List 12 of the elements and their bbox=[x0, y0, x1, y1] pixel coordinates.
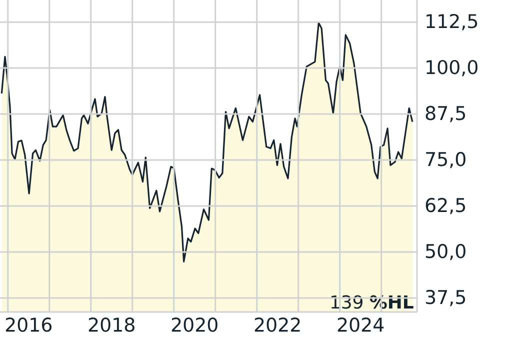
y-tick-label: 75,0 bbox=[426, 152, 466, 168]
x-tick-label: 2024 bbox=[338, 318, 384, 332]
x-tick-label: 2020 bbox=[172, 318, 218, 332]
x-tick-label: 2016 bbox=[6, 318, 52, 332]
y-tick-label: 37,5 bbox=[426, 290, 466, 306]
y-tick-label: 62,5 bbox=[426, 198, 466, 214]
y-tick-label: 100,0 bbox=[426, 60, 478, 76]
y-tick-label: 50,0 bbox=[426, 244, 466, 260]
y-tick-label: 112,5 bbox=[426, 14, 478, 30]
y-tick-label: 87,5 bbox=[426, 106, 466, 122]
x-tick-label: 2022 bbox=[254, 318, 300, 332]
x-tick-label: 2018 bbox=[88, 318, 134, 332]
